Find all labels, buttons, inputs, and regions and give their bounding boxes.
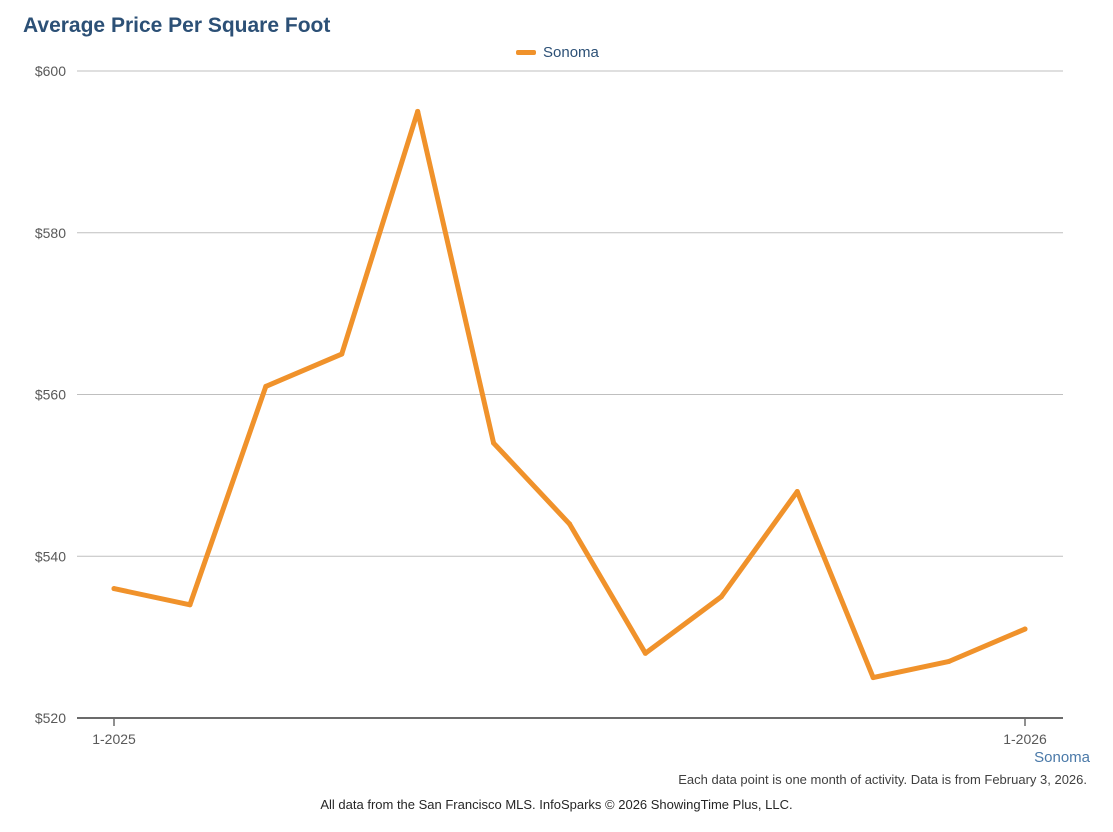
data-point[interactable] — [718, 594, 724, 600]
x-axis — [77, 717, 1063, 726]
legend-swatch-sonoma — [516, 50, 536, 55]
gridlines — [77, 70, 1063, 557]
chart-title: Average Price Per Square Foot — [23, 14, 331, 37]
data-point[interactable] — [415, 108, 421, 114]
footnote: Each data point is one month of activity… — [678, 772, 1087, 787]
legend[interactable]: Sonoma — [516, 44, 599, 61]
data-point[interactable] — [263, 383, 269, 389]
data-point[interactable] — [187, 602, 193, 608]
data-point[interactable] — [794, 489, 800, 495]
data-point[interactable] — [567, 521, 572, 527]
y-tick-label: $520 — [35, 710, 66, 726]
y-axis-labels: $520 $540 $560 $580 $600 — [35, 63, 66, 726]
data-point[interactable] — [1022, 626, 1028, 632]
y-tick-label: $580 — [35, 225, 66, 241]
data-point[interactable] — [339, 351, 345, 357]
data-point[interactable] — [870, 675, 876, 681]
data-point[interactable] — [491, 440, 497, 446]
data-point[interactable] — [946, 658, 952, 664]
x-tick-label: 1-2026 — [1003, 731, 1047, 747]
x-tick-label: 1-2025 — [92, 731, 136, 747]
y-tick-label: $560 — [35, 387, 66, 403]
y-tick-label: $600 — [35, 63, 66, 79]
source-credit: All data from the San Francisco MLS. Inf… — [320, 797, 793, 812]
x-axis-labels: 1-2025 1-2026 — [92, 731, 1047, 747]
series-layer — [111, 108, 1028, 681]
region-label: Sonoma — [1034, 749, 1090, 766]
data-point[interactable] — [642, 650, 648, 656]
legend-label-sonoma: Sonoma — [543, 44, 599, 61]
data-point[interactable] — [111, 586, 117, 592]
y-tick-label: $540 — [35, 548, 66, 564]
